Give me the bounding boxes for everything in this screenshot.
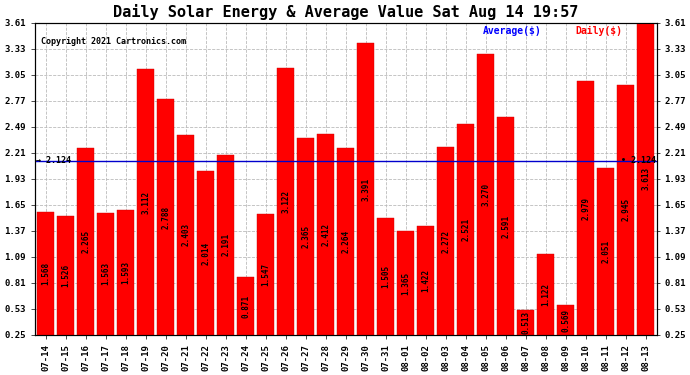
Text: 1.505: 1.505 xyxy=(381,265,390,288)
Text: 2.591: 2.591 xyxy=(501,214,510,238)
Text: 2.979: 2.979 xyxy=(581,196,590,220)
Text: → 2.124: → 2.124 xyxy=(36,156,70,165)
Bar xyxy=(417,226,434,335)
Text: 1.365: 1.365 xyxy=(401,272,410,295)
Bar xyxy=(97,213,114,335)
Text: 2.365: 2.365 xyxy=(302,225,310,248)
Bar xyxy=(457,124,474,335)
Bar xyxy=(337,148,354,335)
Text: 3.112: 3.112 xyxy=(141,190,150,213)
Bar xyxy=(558,305,574,335)
Bar xyxy=(578,81,594,335)
Text: 2.264: 2.264 xyxy=(341,230,351,253)
Text: Daily($): Daily($) xyxy=(576,26,623,36)
Bar xyxy=(137,69,154,335)
Bar xyxy=(617,84,634,335)
Text: 2.412: 2.412 xyxy=(321,223,331,246)
Bar xyxy=(317,134,334,335)
Title: Daily Solar Energy & Average Value Sat Aug 14 19:57: Daily Solar Energy & Average Value Sat A… xyxy=(113,4,578,20)
Bar xyxy=(157,99,174,335)
Bar xyxy=(538,254,554,335)
Text: 2.521: 2.521 xyxy=(461,218,470,241)
Text: 1.122: 1.122 xyxy=(541,283,550,306)
Bar xyxy=(377,218,394,335)
Text: 2.403: 2.403 xyxy=(181,224,190,246)
Text: 1.422: 1.422 xyxy=(421,269,430,292)
Bar xyxy=(77,148,95,335)
Bar xyxy=(637,22,654,335)
Text: 3.122: 3.122 xyxy=(282,190,290,213)
Text: 1.526: 1.526 xyxy=(61,264,70,287)
Text: 2.945: 2.945 xyxy=(621,198,630,221)
Bar xyxy=(497,117,514,335)
Text: 0.871: 0.871 xyxy=(241,294,250,318)
Bar xyxy=(357,43,374,335)
Bar xyxy=(117,210,134,335)
Bar xyxy=(197,171,214,335)
Text: 3.613: 3.613 xyxy=(641,167,650,190)
Text: 2.265: 2.265 xyxy=(81,230,90,253)
Text: 0.569: 0.569 xyxy=(561,309,570,332)
Bar xyxy=(597,168,614,335)
Text: 1.568: 1.568 xyxy=(41,262,50,285)
Bar xyxy=(397,231,414,335)
Bar xyxy=(257,214,274,335)
Bar xyxy=(37,213,55,335)
Text: 1.547: 1.547 xyxy=(262,263,270,286)
Bar xyxy=(297,138,314,335)
Bar xyxy=(437,147,454,335)
Text: • 2.124: • 2.124 xyxy=(621,156,656,165)
Text: 3.270: 3.270 xyxy=(481,183,490,206)
Bar xyxy=(217,154,234,335)
Text: 1.593: 1.593 xyxy=(121,261,130,284)
Text: 2.191: 2.191 xyxy=(221,233,230,256)
Bar xyxy=(518,310,534,335)
Bar xyxy=(237,277,254,335)
Bar xyxy=(57,216,75,335)
Text: 2.051: 2.051 xyxy=(601,240,610,263)
Text: 3.391: 3.391 xyxy=(361,177,371,201)
Text: 0.513: 0.513 xyxy=(521,311,530,334)
Text: Average($): Average($) xyxy=(482,26,541,36)
Bar xyxy=(477,54,494,335)
Bar xyxy=(277,68,294,335)
Text: 2.014: 2.014 xyxy=(201,242,210,264)
Text: 1.563: 1.563 xyxy=(101,262,110,285)
Text: Copyright 2021 Cartronics.com: Copyright 2021 Cartronics.com xyxy=(41,37,186,46)
Text: 2.788: 2.788 xyxy=(161,206,170,229)
Text: 2.272: 2.272 xyxy=(441,230,450,252)
Bar xyxy=(177,135,194,335)
